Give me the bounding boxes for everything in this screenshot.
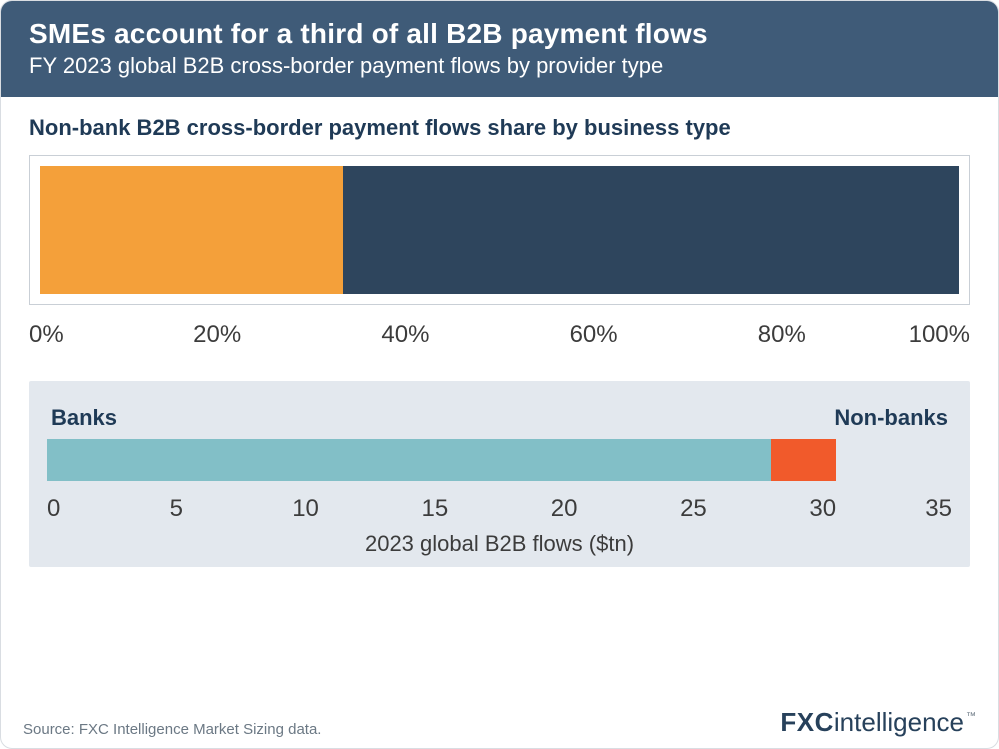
chart2-tick: 15: [421, 495, 448, 523]
chart1-bar: [29, 155, 970, 305]
brand-logo: FXCintelligence™: [780, 707, 976, 738]
chart2-segment-banks: [47, 439, 771, 481]
chart1-segment-other: [343, 166, 959, 294]
chart1-tick: 100%: [909, 321, 970, 349]
chart2-panel: Banks Non-banks 0 5 10 15 20 25 30 35 2023 glob…: [29, 381, 970, 567]
chart2-tick: 0: [47, 495, 60, 523]
chart2-category-labels: Banks Non-banks: [47, 405, 952, 439]
chart2-bar: [47, 439, 952, 481]
chart2-tick: 20: [551, 495, 578, 523]
chart2-label-nonbanks: Non-banks: [834, 405, 948, 431]
footer: Source: FXC Intelligence Market Sizing d…: [1, 701, 998, 748]
chart1-title: Non-bank B2B cross-border payment flows …: [29, 115, 970, 141]
chart-title: SMEs account for a third of all B2B paym…: [29, 17, 970, 51]
chart-body: Non-bank B2B cross-border payment flows …: [1, 97, 998, 701]
chart1-x-axis: 0% 20% 40% 60% 80% 100%: [29, 321, 970, 361]
logo-suffix: intelligence: [834, 707, 964, 738]
chart2-label-banks: Banks: [51, 405, 117, 431]
chart2-tick: 35: [925, 495, 952, 523]
chart2-tick: 25: [680, 495, 707, 523]
logo-tm: ™: [966, 711, 976, 722]
chart-subtitle: FY 2023 global B2B cross-border payment …: [29, 53, 970, 79]
source-text: Source: FXC Intelligence Market Sizing d…: [23, 721, 321, 738]
chart2-x-axis: 0 5 10 15 20 25 30 35: [47, 495, 952, 529]
chart1-tick: 20%: [193, 321, 241, 349]
chart1-tick: 80%: [758, 321, 806, 349]
header: SMEs account for a third of all B2B paym…: [1, 1, 998, 97]
chart2-tick: 30: [809, 495, 836, 523]
chart-container: SMEs account for a third of all B2B paym…: [0, 0, 999, 749]
chart1-tick: 0%: [29, 321, 64, 349]
logo-prefix: FXC: [780, 707, 834, 738]
chart1-tick: 60%: [570, 321, 618, 349]
chart1-segment-smes: [40, 166, 343, 294]
chart2-axis-title: 2023 global B2B flows ($tn): [47, 531, 952, 557]
chart2-segment-non-banks: [771, 439, 836, 481]
chart2-tick: 5: [170, 495, 183, 523]
chart1-tick: 40%: [381, 321, 429, 349]
chart2-tick: 10: [292, 495, 319, 523]
